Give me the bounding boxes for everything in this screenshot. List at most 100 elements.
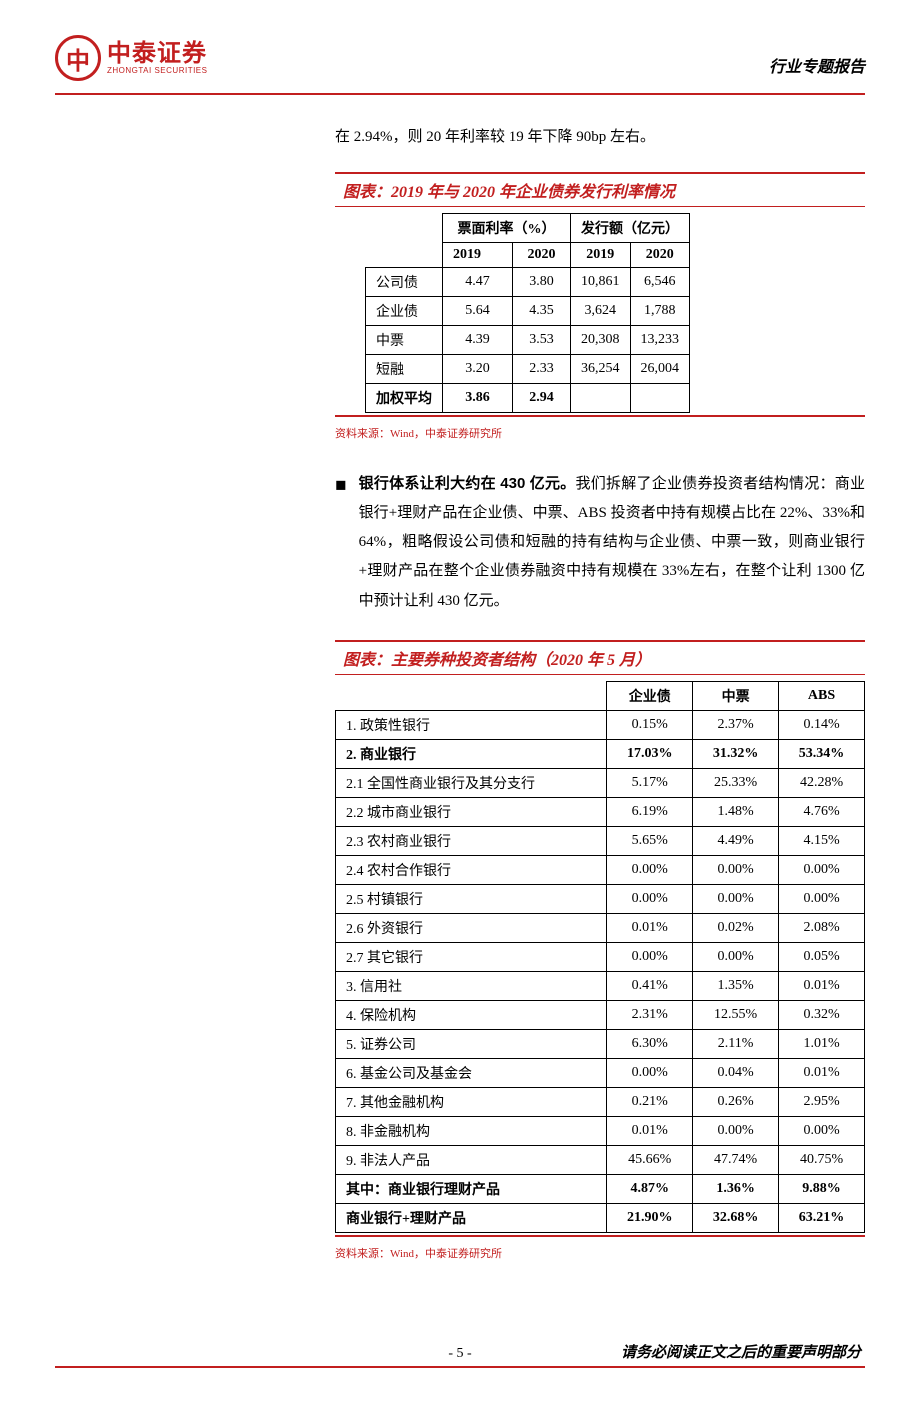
table2: 企业债 中票 ABS 1. 政策性银行0.15%2.37%0.14%2. 商业银…	[335, 681, 865, 1233]
table2-cell: 0.00%	[607, 884, 693, 913]
table2-header: ABS	[779, 681, 865, 710]
table1-cell: 26,004	[630, 354, 690, 383]
table2-row-label: 5. 证券公司	[336, 1029, 607, 1058]
logo-en: ZHONGTAI SECURITIES	[107, 66, 207, 75]
table2-cell: 0.32%	[779, 1000, 865, 1029]
table2-cell: 2.95%	[779, 1087, 865, 1116]
table2-row-label: 8. 非金融机构	[336, 1116, 607, 1145]
table1-row-label: 中票	[366, 325, 443, 354]
table2-cell: 40.75%	[779, 1145, 865, 1174]
table2-cell: 12.55%	[693, 1000, 779, 1029]
table2-cell: 0.14%	[779, 710, 865, 739]
table1-year-header: 2020	[513, 242, 571, 267]
table1-cell: 10,861	[571, 267, 631, 296]
table2-row: 7. 其他金融机构0.21%0.26%2.95%	[336, 1087, 865, 1116]
table2-row: 1. 政策性银行0.15%2.37%0.14%	[336, 710, 865, 739]
table1-row: 公司债4.473.8010,8616,546	[366, 267, 690, 296]
table1-year-header: 2020	[630, 242, 690, 267]
table1-year-header: 2019	[443, 242, 513, 267]
bullet-lead: 银行体系让利大约在 430 亿元。	[359, 475, 576, 492]
table1-blank-corner	[366, 213, 443, 267]
table2-title-wrap: 图表：主要券种投资者结构（2020 年 5 月）	[335, 640, 865, 675]
table2-cell: 6.30%	[607, 1029, 693, 1058]
table2-cell: 0.00%	[693, 855, 779, 884]
table1-cell: 4.47	[443, 267, 513, 296]
table2-header: 企业债	[607, 681, 693, 710]
footer-disclaimer: 请务必阅读正文之后的重要声明部分	[594, 1341, 861, 1362]
table1-cell: 3.80	[513, 267, 571, 296]
table2-block: 图表：主要券种投资者结构（2020 年 5 月） 企业债 中票 ABS 1. 政…	[335, 640, 865, 1237]
logo: 中 中泰证券 ZHONGTAI SECURITIES	[55, 35, 207, 81]
logo-cn: 中泰证券	[107, 42, 207, 66]
table2-row: 2.2 城市商业银行6.19%1.48%4.76%	[336, 797, 865, 826]
table1-block: 图表：2019 年与 2020 年企业债券发行利率情况 票面利率（%） 发行额（…	[335, 172, 865, 417]
table2-cell: 1.01%	[779, 1029, 865, 1058]
table2-row: 2.6 外资银行0.01%0.02%2.08%	[336, 913, 865, 942]
main-content: 在 2.94%，则 20 年利率较 19 年下降 90bp 左右。 图表：201…	[55, 123, 865, 1261]
table1-cell: 2.33	[513, 354, 571, 383]
table2-row: 2.5 村镇银行0.00%0.00%0.00%	[336, 884, 865, 913]
table2-cell: 0.01%	[607, 1116, 693, 1145]
table2-cell: 0.00%	[693, 884, 779, 913]
table2-cell: 53.34%	[779, 739, 865, 768]
bullet-paragraph: ◼ 银行体系让利大约在 430 亿元。我们拆解了企业债券投资者结构情况：商业银行…	[335, 469, 865, 616]
table1-cell: 13,233	[630, 325, 690, 354]
table2-cell: 1.35%	[693, 971, 779, 1000]
table2-cell: 2.37%	[693, 710, 779, 739]
table1-cell: 3.20	[443, 354, 513, 383]
table2-row-label: 其中：商业银行理财产品	[336, 1174, 607, 1203]
table2-row-label: 2.1 全国性商业银行及其分支行	[336, 768, 607, 797]
table2-cell: 0.00%	[607, 942, 693, 971]
table2-row-label: 6. 基金公司及基金会	[336, 1058, 607, 1087]
table2-row: 5. 证券公司6.30%2.11%1.01%	[336, 1029, 865, 1058]
table2-cell: 0.00%	[693, 942, 779, 971]
table1-cell: 1,788	[630, 296, 690, 325]
table2-row-label: 2. 商业银行	[336, 739, 607, 768]
table2-cell: 0.00%	[693, 1116, 779, 1145]
table2-row-label: 7. 其他金融机构	[336, 1087, 607, 1116]
table2-cell: 6.19%	[607, 797, 693, 826]
bullet-body: 我们拆解了企业债券投资者结构情况：商业银行+理财产品在企业债、中票、ABS 投资…	[359, 476, 865, 609]
table2-cell: 2.31%	[607, 1000, 693, 1029]
intro-paragraph: 在 2.94%，则 20 年利率较 19 年下降 90bp 左右。	[335, 123, 865, 152]
table2-source: 资料来源：Wind，中泰证券研究所	[335, 1245, 865, 1261]
table2-row: 2.4 农村合作银行0.00%0.00%0.00%	[336, 855, 865, 884]
table1-title-wrap: 图表：2019 年与 2020 年企业债券发行利率情况	[335, 172, 865, 207]
table2-cell: 0.21%	[607, 1087, 693, 1116]
table2-row: 其中：商业银行理财产品4.87%1.36%9.88%	[336, 1174, 865, 1203]
table2-row-label: 2.5 村镇银行	[336, 884, 607, 913]
table2-row: 9. 非法人产品45.66%47.74%40.75%	[336, 1145, 865, 1174]
table1-row: 短融3.202.3336,25426,004	[366, 354, 690, 383]
table2-cell: 31.32%	[693, 739, 779, 768]
table1-cell: 4.35	[513, 296, 571, 325]
table2-cell: 0.01%	[607, 913, 693, 942]
table2-row: 2.7 其它银行0.00%0.00%0.05%	[336, 942, 865, 971]
table1-source: 资料来源：Wind，中泰证券研究所	[335, 425, 865, 441]
table2-row-label: 2.3 农村商业银行	[336, 826, 607, 855]
table2-cell: 0.00%	[779, 855, 865, 884]
table2-cell: 9.88%	[779, 1174, 865, 1203]
table1-cell: 3.53	[513, 325, 571, 354]
table1: 票面利率（%） 发行额（亿元） 2019 2020 2019 2020 公司债4…	[365, 213, 690, 413]
table2-row: 商业银行+理财产品21.90%32.68%63.21%	[336, 1203, 865, 1232]
table2-cell: 2.11%	[693, 1029, 779, 1058]
table1-title: 图表：2019 年与 2020 年企业债券发行利率情况	[343, 184, 675, 201]
table2-cell: 17.03%	[607, 739, 693, 768]
table2-title: 图表：主要券种投资者结构（2020 年 5 月）	[343, 652, 651, 669]
table1-cell: 6,546	[630, 267, 690, 296]
table2-blank-corner	[336, 681, 607, 710]
report-type-label: 行业专题报告	[769, 35, 865, 77]
table1-bottom-line	[335, 415, 865, 417]
logo-icon: 中	[55, 35, 101, 81]
table2-row-label: 2.6 外资银行	[336, 913, 607, 942]
table2-cell: 0.04%	[693, 1058, 779, 1087]
table2-row: 3. 信用社0.41%1.35%0.01%	[336, 971, 865, 1000]
table2-cell: 25.33%	[693, 768, 779, 797]
table2-cell: 0.01%	[779, 971, 865, 1000]
table2-row-label: 1. 政策性银行	[336, 710, 607, 739]
table2-row-label: 4. 保险机构	[336, 1000, 607, 1029]
table2-row-label: 2.4 农村合作银行	[336, 855, 607, 884]
table1-year-header: 2019	[571, 242, 631, 267]
table2-cell: 21.90%	[607, 1203, 693, 1232]
table2-cell: 63.21%	[779, 1203, 865, 1232]
